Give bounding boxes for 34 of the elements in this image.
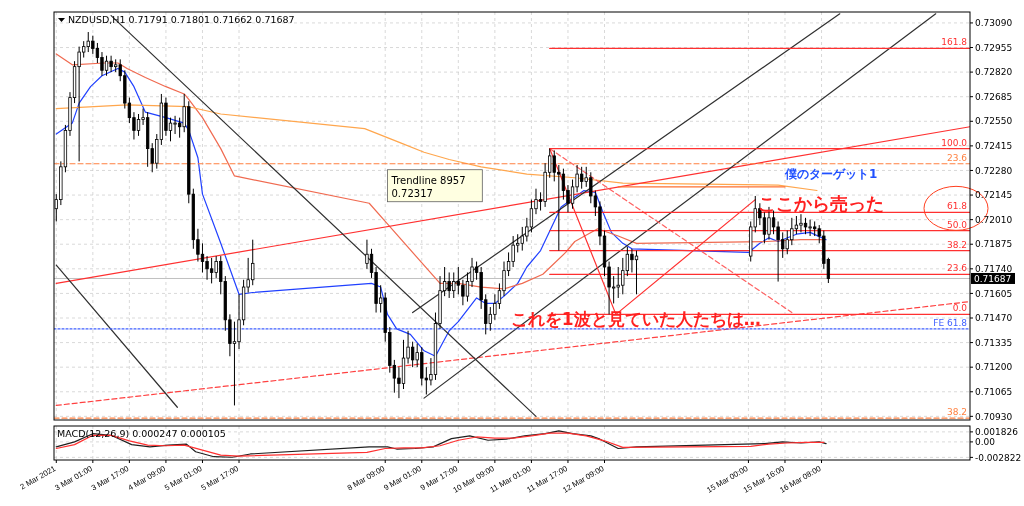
y-tick-label: 0.72685 — [975, 91, 1013, 102]
series-label: 23.6 — [946, 263, 968, 274]
annotation: 僕のターゲット1 — [783, 166, 878, 181]
y-tick-label: 0.72280 — [975, 165, 1013, 176]
series-label: 23.6 — [946, 152, 968, 163]
y-tick-label: 0.72550 — [975, 116, 1013, 127]
y-tick-label: 0.72955 — [975, 42, 1013, 53]
y-tick-label: -0.002822 — [975, 452, 1022, 463]
series-label: 0.0 — [952, 303, 968, 314]
y-tick-label: 0.71470 — [975, 313, 1013, 324]
y-tick-label: 0.71605 — [975, 288, 1013, 299]
series-label: FE 61.8 — [933, 317, 968, 328]
chart-title: MACD(12,26,9) 0.000247 0.000105 — [57, 428, 226, 439]
y-tick-label: 0.71065 — [975, 386, 1013, 397]
annotation: ここから売った — [757, 193, 884, 215]
y-tick-label: 0.72415 — [975, 141, 1013, 152]
y-tick-label: 0.001826 — [975, 427, 1019, 438]
series-label: 61.8 — [946, 201, 968, 212]
series-label: 161.8 — [941, 37, 968, 48]
y-tick-label: 0.71740 — [975, 264, 1013, 275]
series-label: 38.2 — [946, 239, 967, 250]
y-tick-label: 0.71200 — [975, 362, 1013, 373]
ref-line-label: 0.71687 — [974, 273, 1012, 284]
y-tick-label: 0.72820 — [975, 67, 1013, 78]
annotation: これを1波と見ていた人たちは… — [510, 308, 761, 329]
series-label: 50.0 — [946, 219, 968, 230]
series-label: 38.2 — [946, 407, 967, 418]
y-tick-label: 0.00 — [975, 437, 996, 448]
y-tick-label: 0.70930 — [975, 411, 1013, 422]
y-tick-label: 0.73090 — [975, 18, 1013, 29]
y-tick-label: 0.71875 — [975, 239, 1013, 250]
annotation: Trendline 8957 0.72317 — [390, 174, 466, 199]
series-label: 100.0 — [941, 137, 968, 148]
y-tick-label: 0.71335 — [975, 337, 1013, 348]
